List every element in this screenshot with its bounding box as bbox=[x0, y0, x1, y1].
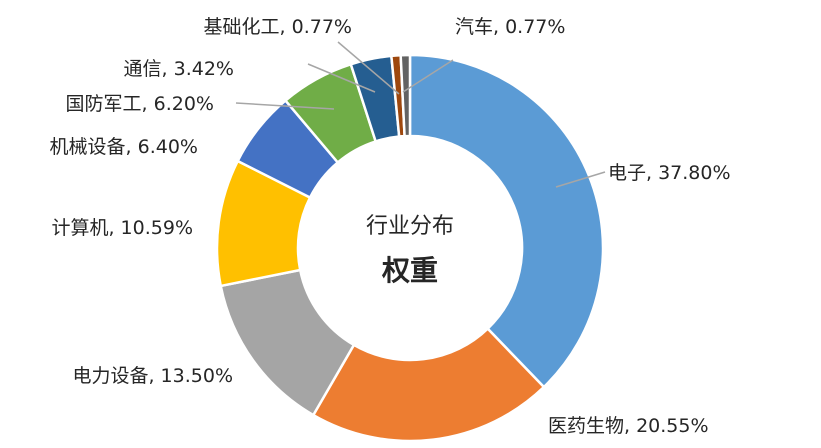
leader-line-电子 bbox=[555, 171, 606, 188]
donut-slices bbox=[215, 53, 605, 443]
center-label-line-1: 行业分布 bbox=[366, 214, 454, 239]
slice-labels: 电子, 37.80% 医药生物, 20.55% 电力设备, 13.50% 计算机, 1… bbox=[50, 16, 731, 437]
center-label-line-2: 权重 bbox=[381, 254, 438, 287]
slice-label-机械设备: 机械设备, 6.40% bbox=[50, 136, 198, 158]
leader-line-国防军工 bbox=[235, 102, 335, 110]
slice-电子 bbox=[408, 53, 605, 389]
slice-label-医药生物: 医药生物, 20.55% bbox=[548, 415, 709, 437]
slice-label-计算机: 计算机, 10.59% bbox=[51, 217, 193, 239]
slice-医药生物 bbox=[311, 326, 546, 443]
slice-label-电子: 电子, 37.80% bbox=[608, 162, 731, 184]
leader-lines bbox=[235, 41, 606, 188]
leader-line-通信 bbox=[307, 63, 376, 93]
slice-label-国防军工: 国防军工, 6.20% bbox=[66, 93, 214, 115]
slice-label-通信: 通信, 3.42% bbox=[124, 58, 234, 80]
slice-label-电力设备: 电力设备, 13.50% bbox=[72, 365, 233, 387]
slice-label-汽车: 汽车, 0.77% bbox=[455, 16, 565, 38]
leader-line-基础化工 bbox=[337, 41, 400, 95]
leader-line-汽车 bbox=[402, 59, 454, 93]
slice-label-基础化工: 基础化工, 0.77% bbox=[204, 16, 352, 38]
slice-汽车 bbox=[399, 53, 412, 138]
